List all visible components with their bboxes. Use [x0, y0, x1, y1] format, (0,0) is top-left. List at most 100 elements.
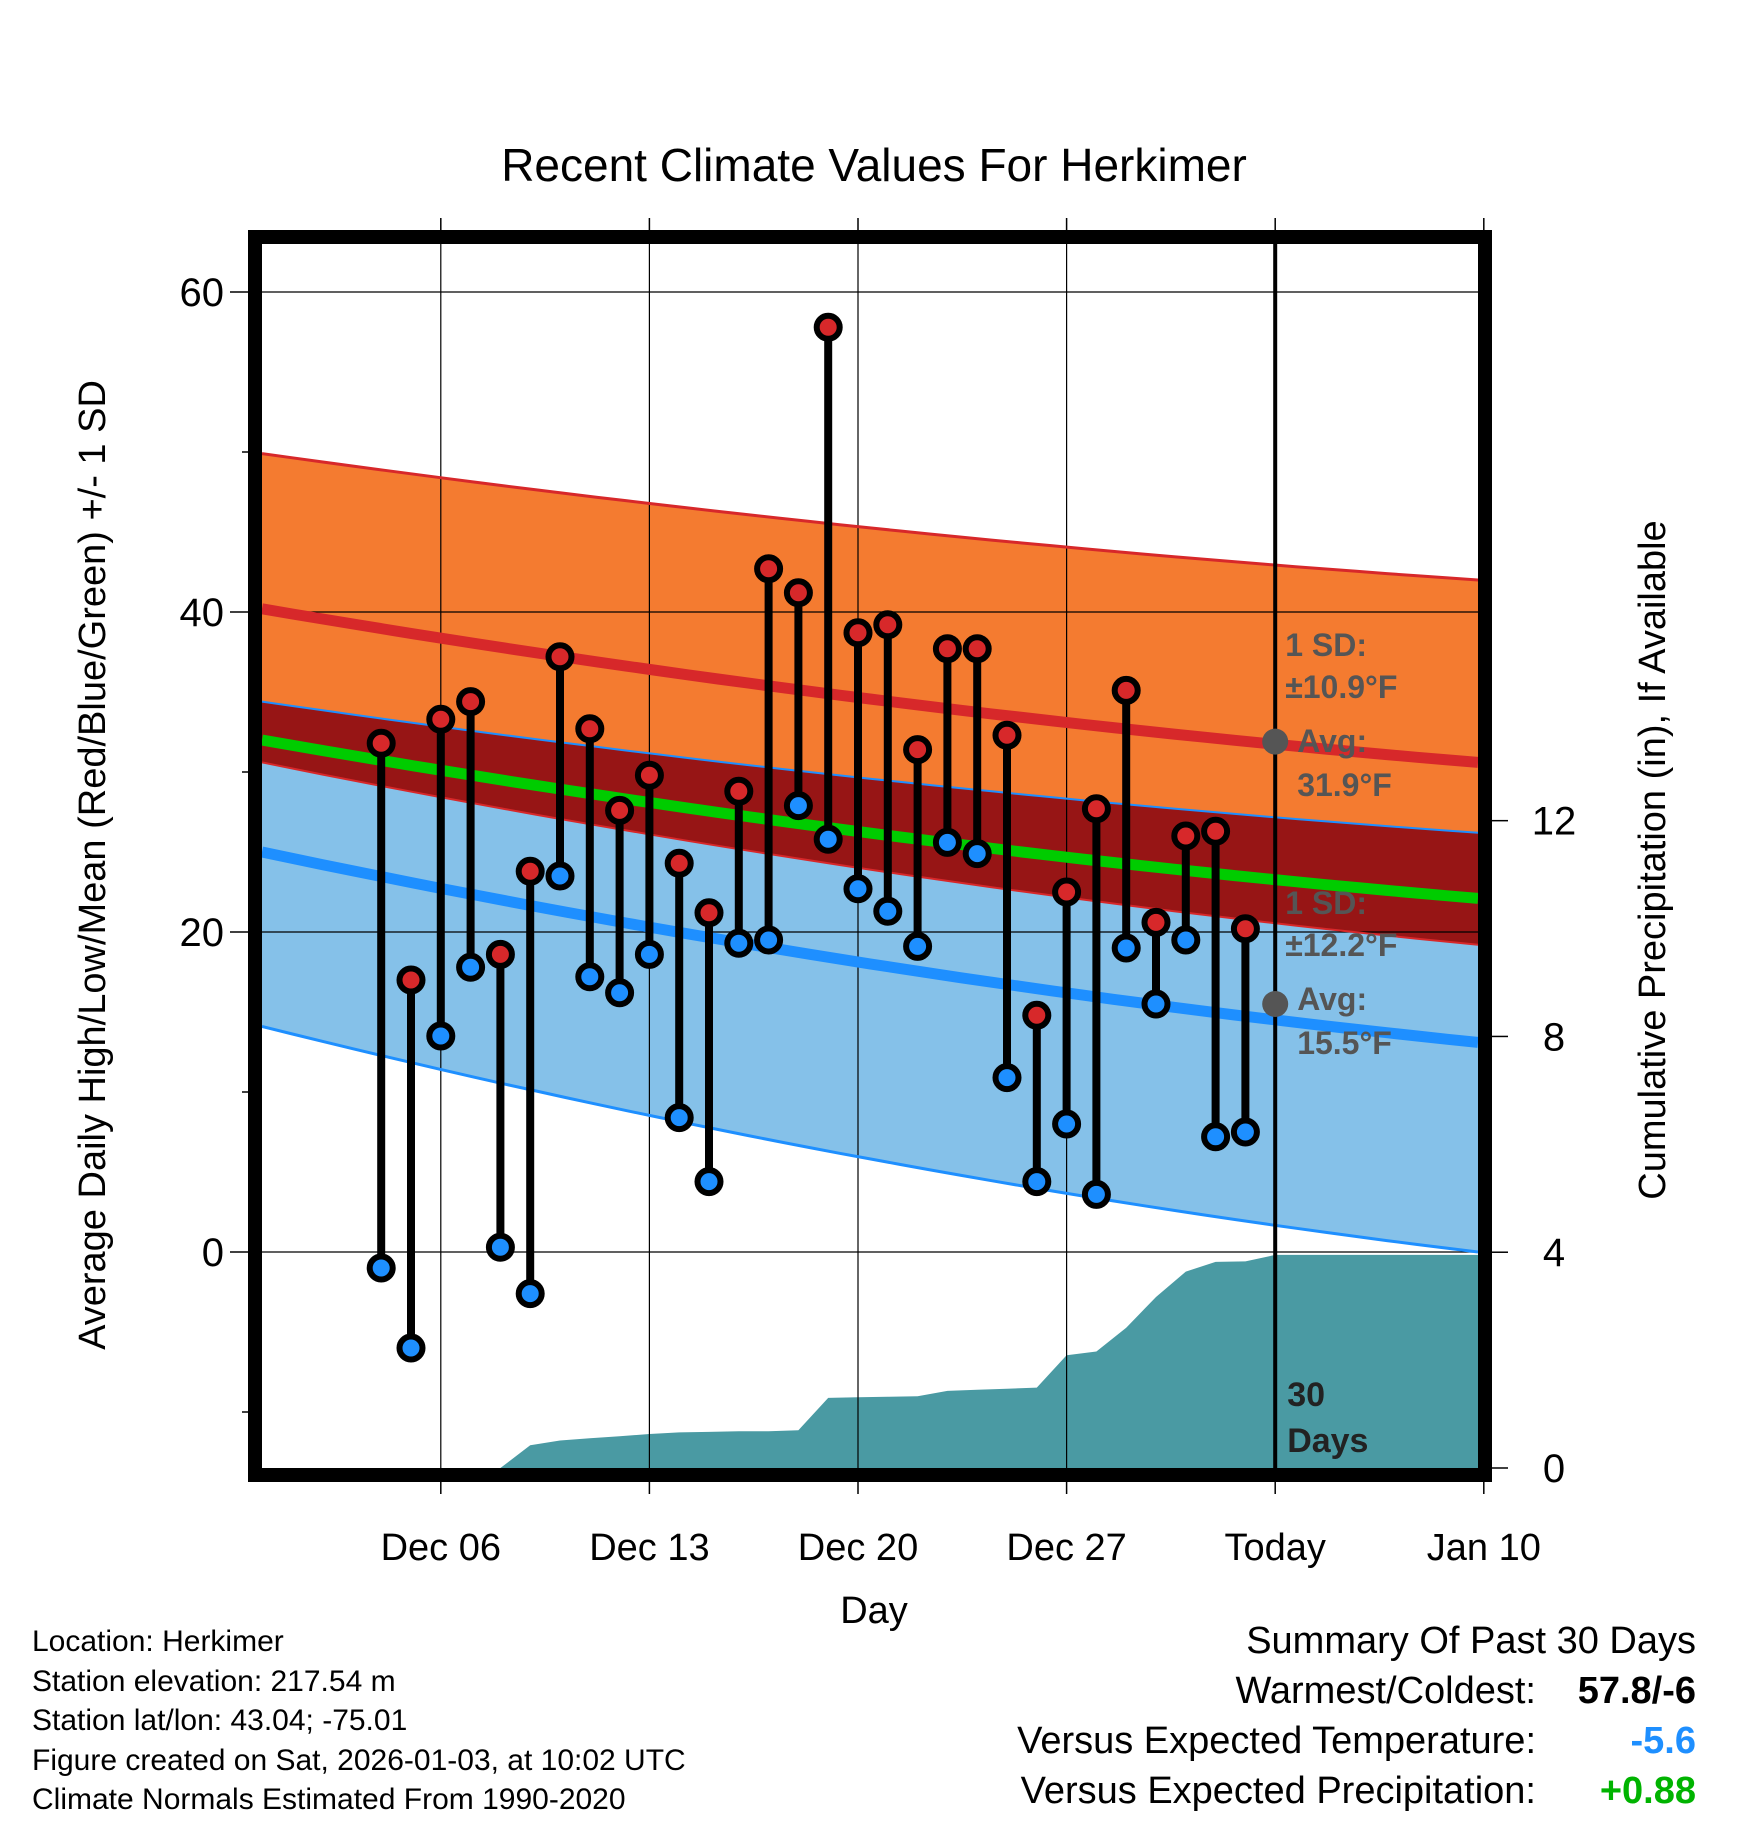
- daily-high-point: [515, 856, 545, 886]
- y-tick-label: 20: [180, 911, 225, 955]
- daily-low-point: [664, 1103, 694, 1133]
- daily-low-point: [903, 931, 933, 961]
- daily-low-point: [605, 978, 635, 1008]
- daily-high-point: [783, 578, 813, 608]
- daily-low-point: [1230, 1117, 1260, 1147]
- daily-high-point: [1201, 816, 1231, 846]
- daily-low-point: [1201, 1122, 1231, 1152]
- x-tick-label: Dec 27: [1006, 1527, 1126, 1569]
- daily-high-point: [426, 704, 456, 734]
- daily-high-point: [992, 720, 1022, 750]
- precip-departure-row: Versus Expected Precipitation: +0.88: [796, 1766, 1696, 1816]
- daily-low-point: [1171, 925, 1201, 955]
- daily-high-point: [724, 776, 754, 806]
- daily-low-point: [754, 925, 784, 955]
- precip-departure-value: +0.88: [1599, 1770, 1696, 1812]
- daily-low-point: [813, 824, 843, 854]
- daily-high-point: [605, 795, 635, 825]
- y2-tick-label: 12: [1532, 800, 1577, 844]
- daily-high-point: [813, 312, 843, 342]
- daily-low-point: [1022, 1167, 1052, 1197]
- daily-low-point: [1111, 933, 1141, 963]
- sd-annotation: 1 SD: ±10.9°F Avg: 31.9°F: [1262, 627, 1397, 803]
- avg-marker: [1262, 728, 1289, 755]
- summary-heading: Summary Of Past 30 Days: [1246, 1620, 1696, 1662]
- days-label-number: 30: [1287, 1376, 1325, 1414]
- y-tick-label: 60: [180, 271, 225, 315]
- sd-value: ±12.2°F: [1285, 927, 1397, 963]
- temp-departure-label: Versus Expected Temperature:: [1017, 1720, 1536, 1762]
- temp-departure-row: Versus Expected Temperature: -5.6: [796, 1716, 1696, 1766]
- location-text: Location: Herkimer: [32, 1625, 284, 1658]
- temp-departure-value: -5.6: [1630, 1720, 1696, 1762]
- daily-low-point: [545, 861, 575, 891]
- daily-low-point: [1081, 1179, 1111, 1209]
- precip-area: [381, 1254, 1478, 1468]
- daily-low-point: [515, 1279, 545, 1309]
- daily-high-point: [545, 642, 575, 672]
- daily-high-point: [1171, 821, 1201, 851]
- daily-low-point: [932, 827, 962, 857]
- daily-low-point: [843, 874, 873, 904]
- x-axis-label: Day: [840, 1590, 908, 1632]
- daily-low-point: [426, 1021, 456, 1051]
- plot-area: 1 SD: ±10.9°F Avg: 31.9°F 1 SD: ±12.2°F Avg: 15…: [262, 244, 1478, 1468]
- daily-low-point: [992, 1063, 1022, 1093]
- daily-low-point: [456, 952, 486, 982]
- created-text: Figure created on Sat, 2026-01-03, at 10…: [32, 1743, 686, 1777]
- daily-high-point: [962, 634, 992, 664]
- x-tick-label: Dec 20: [798, 1527, 918, 1569]
- daily-low-point: [873, 896, 903, 926]
- y-axis-label: Average Daily High/Low/Mean (Red/Blue/Gr…: [72, 380, 114, 1350]
- warmest-coldest-label: Warmest/Coldest:: [1235, 1670, 1536, 1712]
- x-tick-label: Jan 10: [1427, 1527, 1541, 1569]
- plot-frame: [248, 230, 1492, 1482]
- y2-tick-label: 8: [1543, 1015, 1565, 1059]
- daily-high-point: [456, 687, 486, 717]
- daily-high-point: [1081, 794, 1111, 824]
- elevation-text: Station elevation: 217.54 m: [32, 1664, 396, 1698]
- x-tick-label: Dec 06: [381, 1527, 501, 1569]
- latlon-text: Station lat/lon: 43.04; -75.01: [32, 1704, 408, 1737]
- x-tick-label: Dec 13: [589, 1527, 709, 1569]
- y2-axis-label: Cumulative Precipitation (in), If Availa…: [1632, 520, 1674, 1199]
- avg-marker: [1262, 991, 1289, 1017]
- daily-high-point: [1022, 1000, 1052, 1030]
- daily-low-point: [694, 1167, 724, 1197]
- daily-high-point: [843, 618, 873, 648]
- daily-high-point: [575, 714, 605, 744]
- normals-text: Climate Normals Estimated From 1990-2020: [32, 1783, 626, 1816]
- overlap-band: [262, 701, 1478, 945]
- daily-high-point: [634, 760, 664, 790]
- daily-low-point: [366, 1253, 396, 1283]
- y-tick-label: 40: [180, 591, 225, 635]
- daily-low-point: [724, 928, 754, 958]
- daily-high-point: [754, 554, 784, 584]
- station-info: Location: Herkimer Station elevation: 21…: [32, 1622, 686, 1820]
- daily-high-point: [903, 735, 933, 765]
- avg-label: Avg:: [1297, 723, 1367, 759]
- warmest-coldest-row: Warmest/Coldest: 57.8/-6: [796, 1666, 1696, 1716]
- days-label-text: Days: [1287, 1422, 1368, 1460]
- sd-label: 1 SD:: [1285, 885, 1367, 921]
- daily-high-point: [366, 728, 396, 758]
- sd-value: ±10.9°F: [1285, 669, 1397, 705]
- daily-high-point: [1111, 675, 1141, 705]
- daily-high-point: [873, 610, 903, 640]
- x-tick-label: Today: [1224, 1527, 1325, 1569]
- daily-low-point: [485, 1232, 515, 1262]
- daily-high-point: [396, 965, 426, 995]
- daily-high-point: [664, 848, 694, 878]
- sd-label: 1 SD:: [1285, 627, 1367, 663]
- precip-departure-label: Versus Expected Precipitation:: [1020, 1770, 1536, 1812]
- daily-low-point: [962, 839, 992, 869]
- daily-low-point: [634, 939, 664, 969]
- daily-low-point: [783, 791, 813, 821]
- daily-low-point: [575, 962, 605, 992]
- daily-high-point: [485, 939, 515, 969]
- daily-low-point: [1052, 1109, 1082, 1139]
- sd-annotation: 1 SD: ±12.2°F Avg: 15.5°F: [1262, 885, 1397, 1061]
- avg-value: 15.5°F: [1297, 1025, 1392, 1061]
- y-tick-label: 0: [202, 1231, 224, 1275]
